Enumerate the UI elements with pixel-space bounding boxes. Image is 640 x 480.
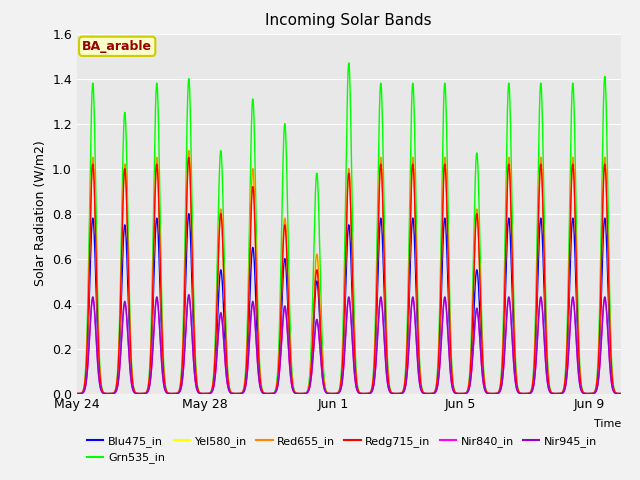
Red655_in bbox=[73, 391, 81, 396]
Red655_in bbox=[445, 287, 452, 293]
Blu475_in bbox=[524, 391, 531, 396]
Line: Yel580_in: Yel580_in bbox=[77, 151, 621, 394]
Red655_in bbox=[583, 391, 591, 396]
Nir945_in bbox=[445, 348, 452, 354]
Line: Nir840_in: Nir840_in bbox=[77, 297, 621, 394]
Red655_in bbox=[185, 148, 193, 154]
Nir945_in bbox=[557, 391, 565, 396]
Yel580_in bbox=[445, 287, 452, 293]
Yel580_in bbox=[185, 148, 193, 154]
Grn535_in bbox=[445, 254, 452, 260]
Y-axis label: Solar Radiation (W/m2): Solar Radiation (W/m2) bbox=[33, 141, 46, 287]
Grn535_in bbox=[583, 391, 591, 396]
Text: Time: Time bbox=[593, 419, 621, 429]
Nir945_in bbox=[73, 391, 81, 396]
Nir945_in bbox=[396, 391, 404, 396]
Red655_in bbox=[557, 390, 565, 396]
Red655_in bbox=[355, 389, 363, 395]
Line: Red655_in: Red655_in bbox=[77, 151, 621, 394]
Nir840_in bbox=[617, 391, 625, 396]
Text: BA_arable: BA_arable bbox=[82, 40, 152, 53]
Blu475_in bbox=[583, 391, 591, 396]
Red655_in bbox=[396, 391, 404, 396]
Redg715_in bbox=[445, 290, 452, 296]
Yel580_in bbox=[524, 391, 531, 396]
Nir840_in bbox=[583, 391, 591, 396]
Blu475_in bbox=[185, 211, 193, 216]
Redg715_in bbox=[583, 391, 591, 396]
Nir945_in bbox=[185, 292, 193, 298]
Redg715_in bbox=[185, 155, 193, 160]
Redg715_in bbox=[396, 391, 404, 396]
Yel580_in bbox=[355, 389, 363, 395]
Grn535_in bbox=[557, 390, 565, 396]
Nir840_in bbox=[73, 391, 81, 396]
Grn535_in bbox=[396, 391, 404, 396]
Nir945_in bbox=[617, 391, 625, 396]
Yel580_in bbox=[583, 391, 591, 396]
Blu475_in bbox=[617, 391, 625, 396]
Red655_in bbox=[524, 391, 531, 396]
Nir945_in bbox=[355, 390, 363, 396]
Redg715_in bbox=[617, 391, 625, 396]
Line: Grn535_in: Grn535_in bbox=[77, 63, 621, 394]
Blu475_in bbox=[73, 391, 81, 396]
Nir840_in bbox=[185, 294, 193, 300]
Nir840_in bbox=[355, 390, 363, 396]
Blu475_in bbox=[355, 390, 363, 396]
Nir945_in bbox=[524, 391, 531, 396]
Line: Blu475_in: Blu475_in bbox=[77, 214, 621, 394]
Redg715_in bbox=[557, 390, 565, 396]
Yel580_in bbox=[73, 391, 81, 396]
Nir840_in bbox=[396, 391, 404, 396]
Blu475_in bbox=[445, 314, 452, 320]
Legend: Blu475_in, Grn535_in, Yel580_in, Red655_in, Redg715_in, Nir840_in, Nir945_in: Blu475_in, Grn535_in, Yel580_in, Red655_… bbox=[83, 432, 602, 468]
Title: Incoming Solar Bands: Incoming Solar Bands bbox=[266, 13, 432, 28]
Redg715_in bbox=[73, 391, 81, 396]
Redg715_in bbox=[524, 391, 531, 396]
Redg715_in bbox=[355, 389, 363, 395]
Nir840_in bbox=[445, 349, 452, 355]
Nir945_in bbox=[583, 391, 591, 396]
Blu475_in bbox=[557, 390, 565, 396]
Grn535_in bbox=[355, 389, 363, 395]
Nir840_in bbox=[557, 391, 565, 396]
Nir840_in bbox=[524, 391, 531, 396]
Grn535_in bbox=[524, 391, 531, 396]
Yel580_in bbox=[557, 390, 565, 396]
Yel580_in bbox=[617, 391, 625, 396]
Blu475_in bbox=[396, 391, 404, 396]
Grn535_in bbox=[345, 60, 353, 66]
Yel580_in bbox=[396, 391, 404, 396]
Line: Redg715_in: Redg715_in bbox=[77, 157, 621, 394]
Red655_in bbox=[617, 391, 625, 396]
Grn535_in bbox=[73, 391, 81, 396]
Grn535_in bbox=[617, 391, 625, 396]
Line: Nir945_in: Nir945_in bbox=[77, 295, 621, 394]
